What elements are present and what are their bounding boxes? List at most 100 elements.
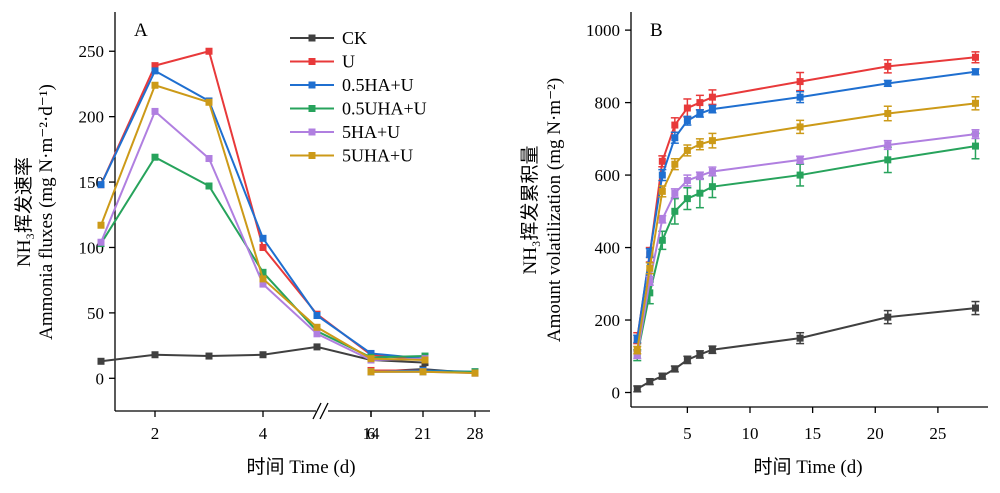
legend-swatch-marker: [308, 58, 316, 65]
data-point: [367, 349, 375, 357]
data-point: [683, 195, 691, 203]
data-point: [97, 181, 105, 189]
series-5uha-plusu: [97, 81, 479, 377]
data-point: [671, 365, 679, 373]
panel-a-y-axis-title-en: Ammonia fluxes (mg N·m⁻²·d⁻¹): [36, 84, 57, 340]
panel-a-axes: [114, 12, 490, 420]
data-point: [884, 79, 892, 87]
data-point: [419, 368, 427, 376]
data-point: [683, 146, 691, 154]
legend-swatch-marker: [308, 81, 316, 89]
data-point: [671, 189, 679, 197]
data-point: [971, 68, 979, 76]
data-point: [708, 183, 716, 191]
panel-a-x-ticks: 2 4 614 21 28: [151, 411, 484, 443]
panel-b: 0 200 400 600 800 1000 5 10 15 20 25 B 时间 Time (d…: [519, 12, 988, 478]
data-point: [313, 312, 321, 320]
series-ck: [633, 300, 980, 393]
legend: CK U 0.5HA+U 0.5UHA+U 5HA+U 5UHA+U: [290, 28, 427, 166]
data-point: [658, 236, 666, 244]
legend-item-0-5ha-plusu: 0.5HA+U: [290, 75, 414, 95]
y-tick-label: 1000: [586, 21, 620, 40]
data-point: [259, 243, 267, 251]
series-line: [636, 133, 976, 355]
x-tick-label: 28: [467, 424, 484, 443]
series-0-5uha-plusu: [97, 153, 479, 376]
x-tick-label: 14: [363, 424, 381, 443]
data-point: [205, 47, 213, 55]
data-point: [259, 351, 267, 359]
legend-label: 0.5UHA+U: [342, 99, 427, 119]
data-point: [646, 289, 654, 297]
y-tick-label: 200: [79, 108, 105, 127]
panel-b-x-ticks: 5 10 15 20 25: [683, 407, 946, 443]
series-line: [100, 155, 426, 359]
data-point: [696, 109, 704, 117]
data-point: [151, 67, 159, 75]
legend-item-ck: CK: [290, 28, 367, 48]
legend-label: CK: [342, 28, 367, 48]
series-0-5ha-plusu: [633, 68, 980, 344]
panel-b-series: [633, 51, 980, 393]
y-tick-label: 50: [87, 304, 104, 323]
data-point: [151, 81, 159, 89]
y-tick-label: 0: [96, 369, 105, 388]
data-point: [696, 350, 704, 358]
series-0-5uha-plusu: [633, 132, 980, 362]
x-tick-label: 20: [867, 424, 884, 443]
data-point: [884, 109, 892, 117]
data-point: [151, 107, 159, 115]
data-point: [696, 140, 704, 148]
legend-item-0-5uha-plusu: 0.5UHA+U: [290, 99, 427, 119]
data-point: [884, 156, 892, 164]
axis-break-mark: [312, 402, 322, 420]
data-point: [796, 171, 804, 179]
legend-item-5ha-plusu: 5HA+U: [290, 122, 400, 142]
data-point: [708, 346, 716, 354]
data-point: [658, 187, 666, 195]
legend-item-5uha-plusu: 5UHA+U: [290, 146, 413, 166]
x-tick-label: 2: [151, 424, 160, 443]
x-tick-label: 21: [415, 424, 432, 443]
data-point: [671, 160, 679, 168]
legend-swatch-marker: [308, 152, 316, 159]
series-line: [636, 102, 976, 351]
panel-b-label: B: [650, 20, 663, 41]
data-point: [646, 264, 654, 272]
data-point: [708, 93, 716, 101]
data-point: [658, 215, 666, 223]
data-point: [151, 153, 159, 161]
data-point: [658, 171, 666, 179]
data-point: [471, 369, 479, 377]
data-point: [658, 157, 666, 165]
panel-a-y-axis-title-cn: NH₃挥发速率: [13, 157, 35, 267]
data-point: [671, 207, 679, 215]
data-point: [696, 99, 704, 107]
legend-swatch-marker: [308, 105, 316, 112]
data-point: [696, 189, 704, 197]
legend-item-u: U: [290, 52, 355, 72]
data-point: [259, 268, 267, 276]
data-point: [708, 137, 716, 145]
data-point: [708, 167, 716, 175]
data-point: [683, 104, 691, 112]
data-point: [313, 330, 321, 338]
y-tick-label: 800: [595, 94, 621, 113]
legend-label: 5HA+U: [342, 122, 400, 142]
data-point: [971, 53, 979, 61]
panel-b-y-axis-title-en: Amount volatilization (mg N·m⁻²): [544, 78, 565, 342]
panel-b-axes: [630, 12, 988, 408]
data-point: [971, 130, 979, 138]
data-point: [696, 172, 704, 180]
data-point: [884, 313, 892, 321]
x-tick-label: 15: [804, 424, 821, 443]
data-point: [633, 351, 641, 359]
series-u: [97, 47, 479, 377]
series-5ha-plusu: [97, 107, 479, 377]
data-point: [633, 385, 641, 393]
data-point: [796, 93, 804, 101]
data-point: [884, 62, 892, 70]
